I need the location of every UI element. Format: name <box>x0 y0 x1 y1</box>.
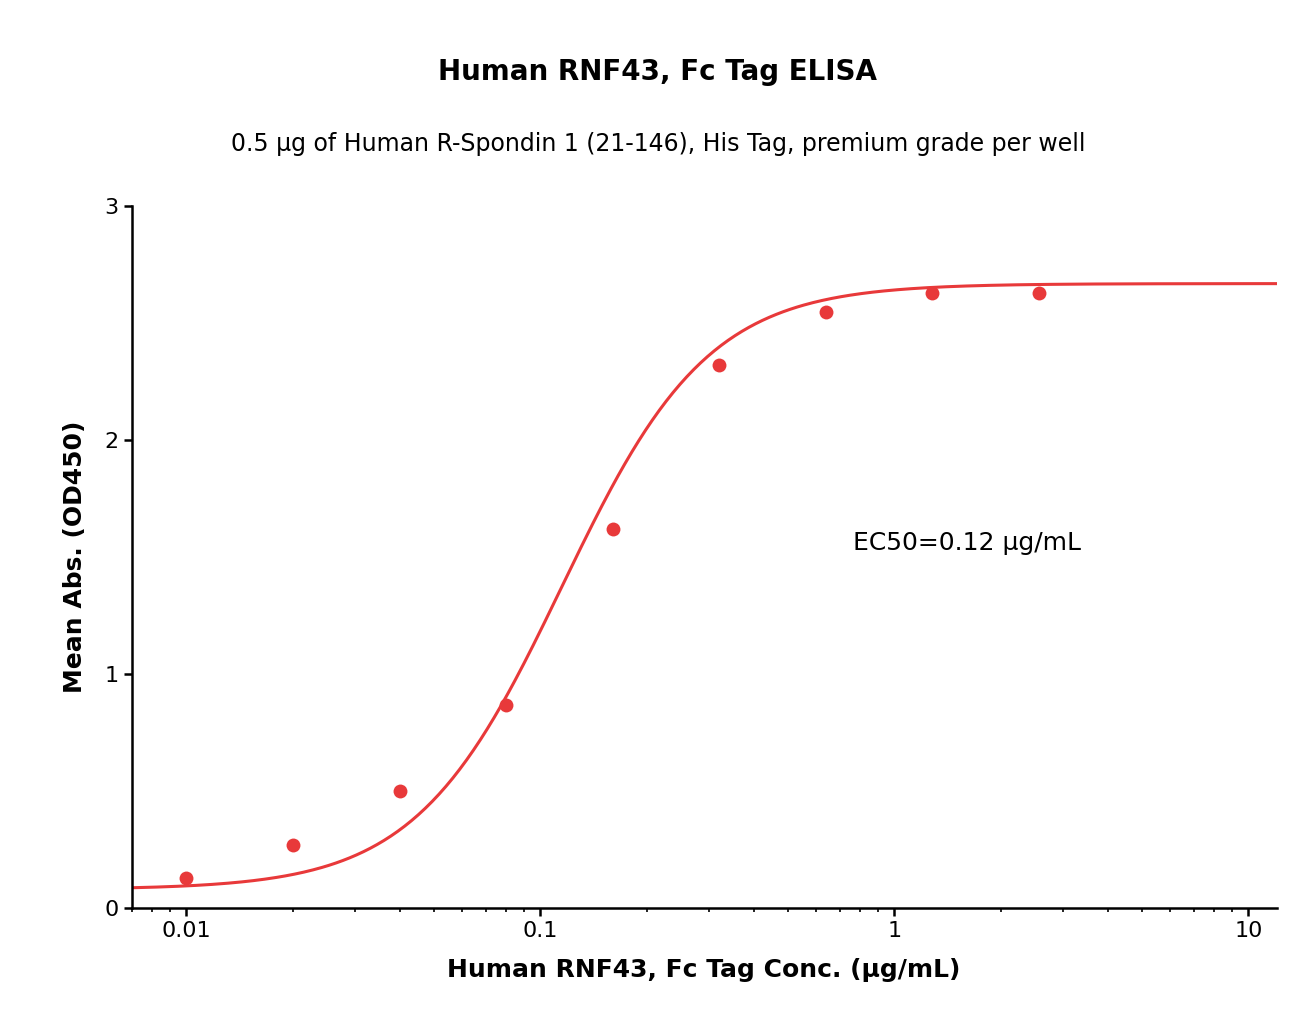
Text: EC50=0.12 μg/mL: EC50=0.12 μg/mL <box>853 531 1080 555</box>
Point <box>816 303 837 320</box>
Point <box>390 783 411 800</box>
Point <box>603 521 624 538</box>
Y-axis label: Mean Abs. (OD450): Mean Abs. (OD450) <box>63 421 87 694</box>
Point <box>709 357 730 374</box>
Point <box>283 837 304 853</box>
Point <box>923 285 944 301</box>
Point <box>1029 285 1050 301</box>
Text: Human RNF43, Fc Tag ELISA: Human RNF43, Fc Tag ELISA <box>438 58 878 87</box>
Text: 0.5 μg of Human R-Spondin 1 (21-146), His Tag, premium grade per well: 0.5 μg of Human R-Spondin 1 (21-146), Hi… <box>230 132 1086 157</box>
Point <box>176 870 197 886</box>
X-axis label: Human RNF43, Fc Tag Conc. (μg/mL): Human RNF43, Fc Tag Conc. (μg/mL) <box>447 958 961 982</box>
Point <box>496 697 517 713</box>
